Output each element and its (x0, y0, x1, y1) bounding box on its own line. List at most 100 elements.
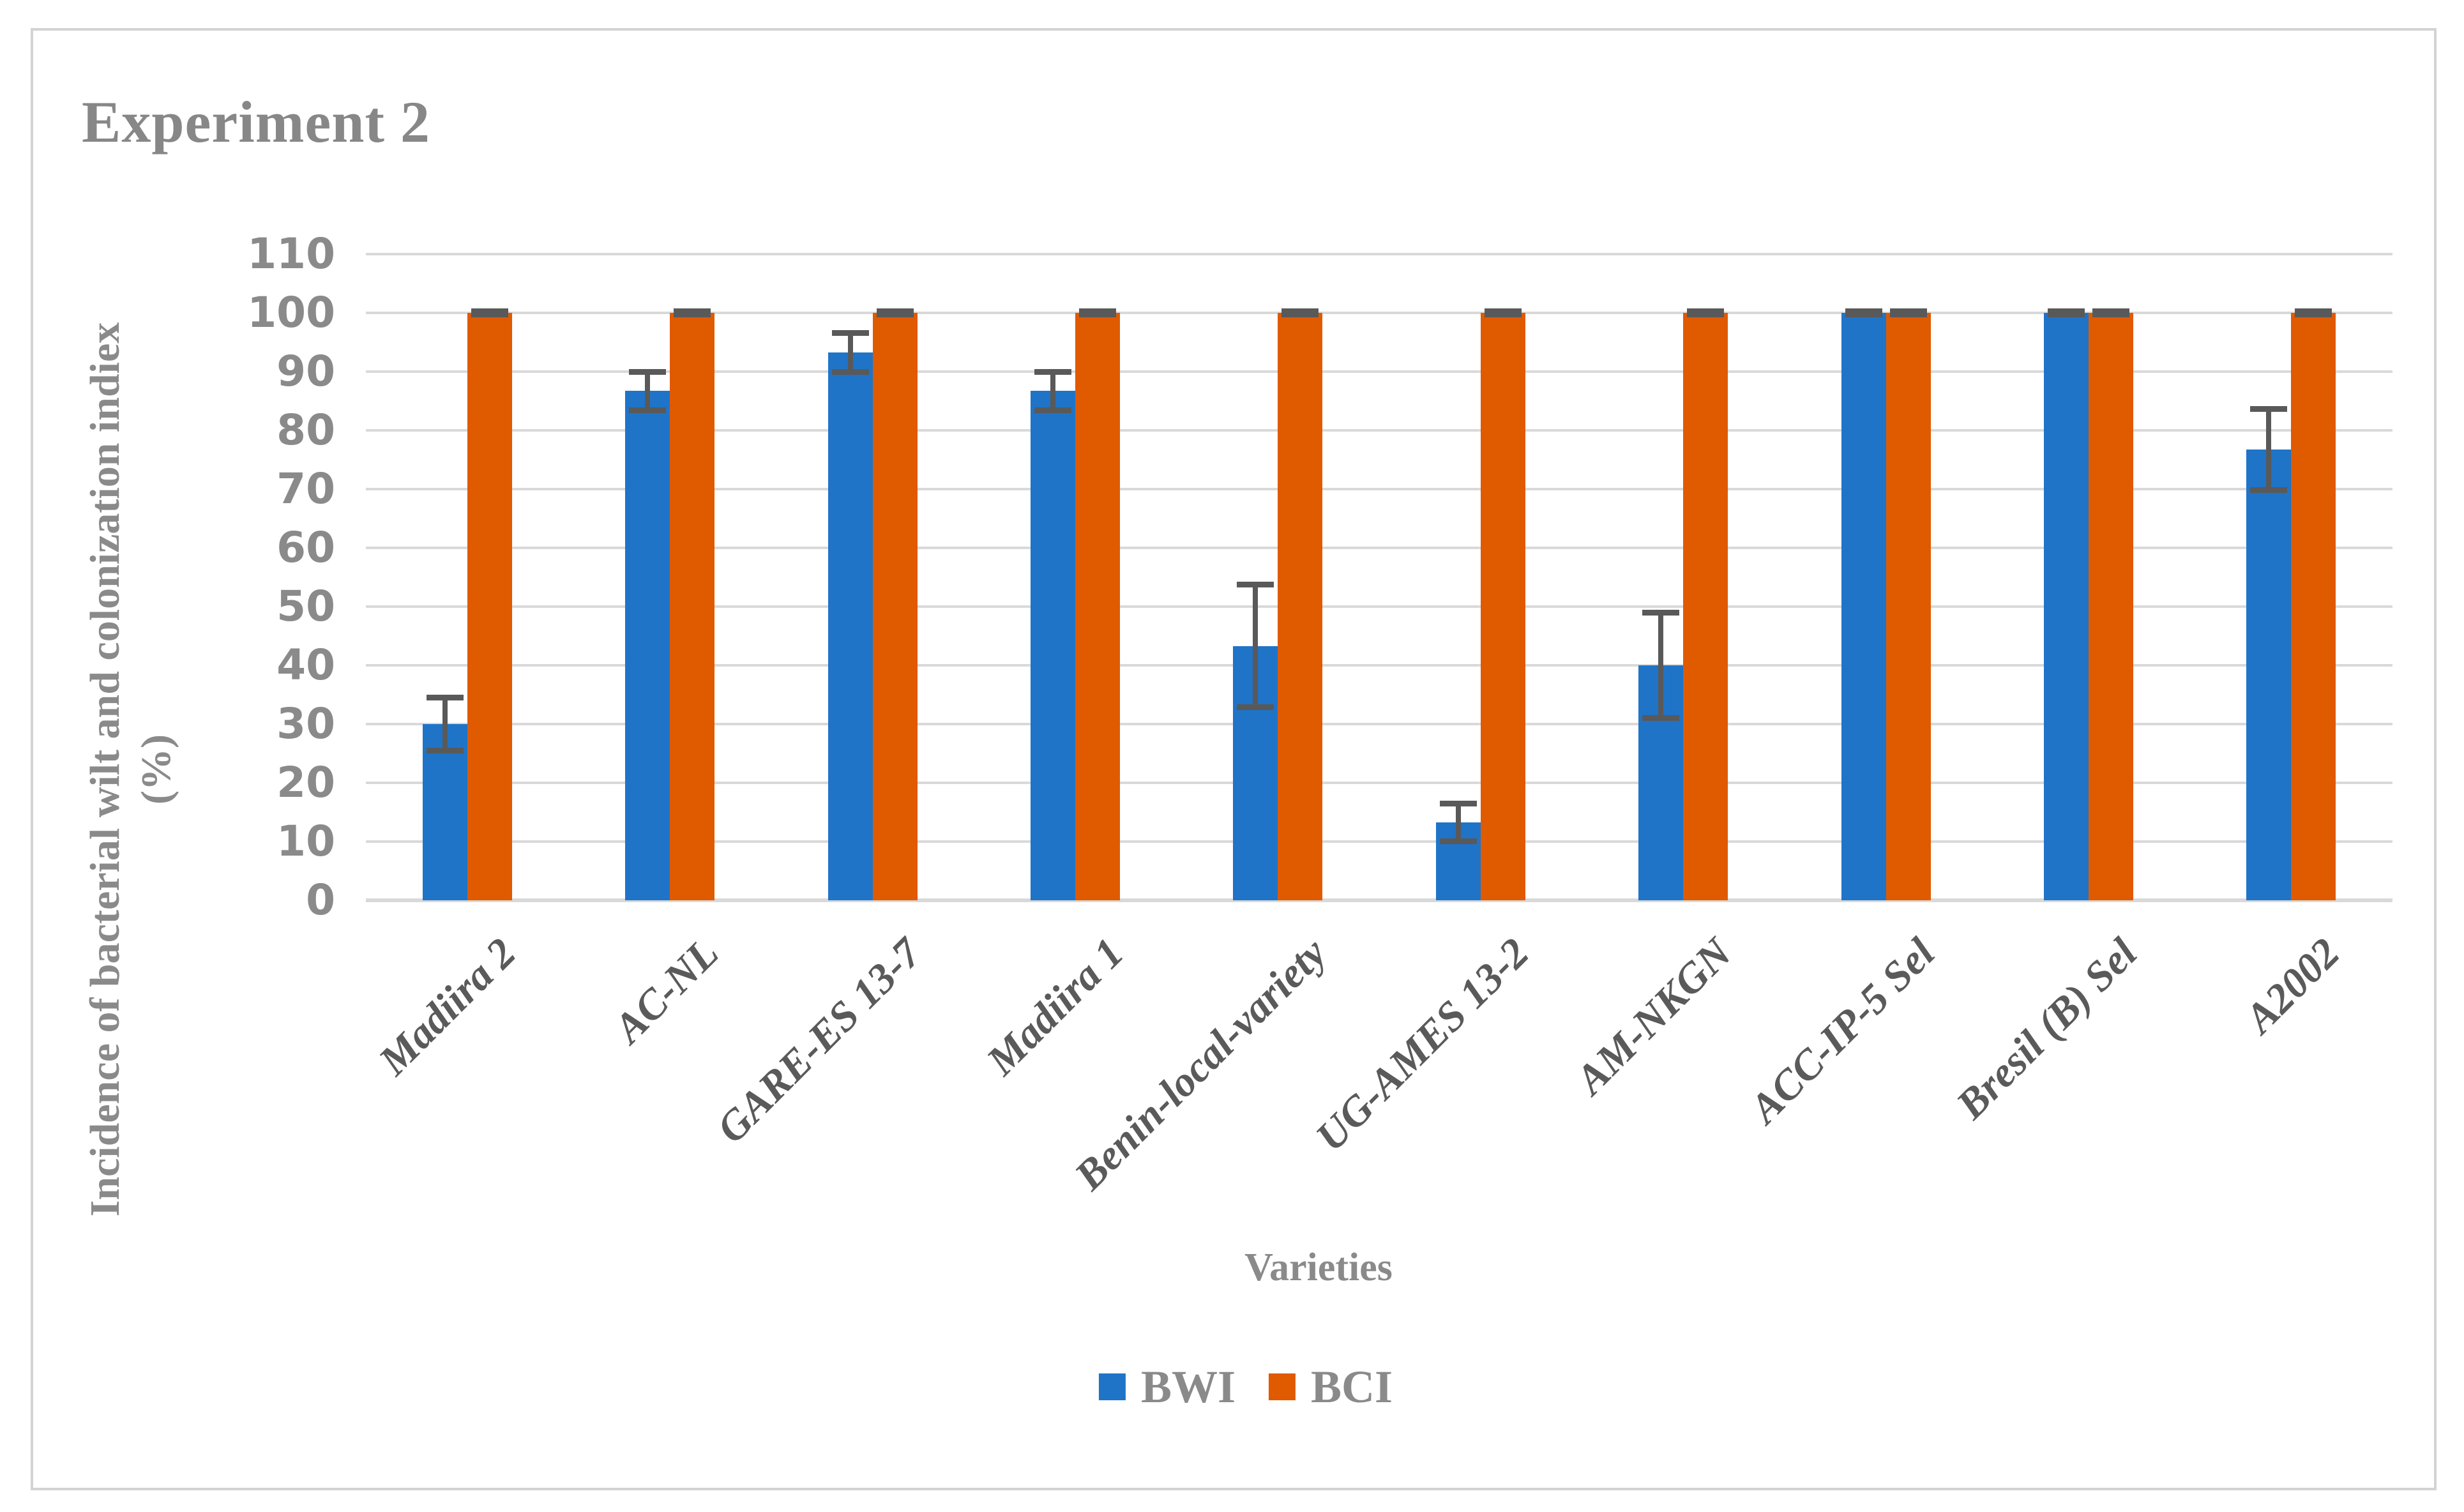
gridline (366, 429, 2392, 432)
y-tick-label: 40 (276, 640, 335, 690)
y-axis-title-unit: (%) (133, 734, 179, 805)
error-bar-cap (2250, 406, 2288, 412)
y-tick-label: 100 (247, 288, 335, 337)
bci-bar (670, 313, 715, 900)
bwi-bar (1030, 391, 1075, 900)
error-bar-cap (471, 312, 508, 318)
legend-swatch-bwi (1098, 1373, 1126, 1400)
y-tick-label: 30 (276, 699, 335, 748)
error-bar-cap (629, 368, 667, 375)
error-bar-cap (1237, 582, 1274, 588)
error-bar-cap (876, 308, 914, 314)
legend: BWI BCI (1098, 1361, 1393, 1412)
error-bar (1050, 372, 1055, 411)
bci-bar (2291, 313, 2336, 900)
y-axis-tick-labels: 0 10 20 30 40 50 60 70 80 90 100 110 (179, 230, 335, 925)
error-bar-cap (1484, 312, 1522, 318)
error-bar-cap (629, 407, 667, 414)
legend-item-bci: BCI (1269, 1364, 1393, 1410)
gridline (366, 370, 2392, 373)
x-axis-title: Varieties (1244, 1246, 1393, 1289)
bci-bar (2088, 313, 2133, 900)
bci-bar (872, 313, 918, 900)
gridline (366, 312, 2392, 314)
y-tick-label: 60 (276, 523, 335, 572)
bci-bar (1075, 313, 1120, 900)
gridline (366, 605, 2392, 608)
error-bar (2266, 409, 2272, 490)
legend-swatch-bci (1269, 1373, 1296, 1400)
error-bar-cap (1078, 312, 1116, 318)
error-bar-cap (1078, 308, 1116, 314)
gridline (366, 488, 2392, 490)
gridline (366, 664, 2392, 667)
legend-label: BWI (1140, 1361, 1236, 1412)
error-bar (442, 697, 448, 751)
error-bar (1253, 584, 1258, 707)
error-bar-cap (2295, 308, 2332, 314)
y-tick-label: 80 (276, 405, 335, 455)
error-bar-cap (1889, 312, 1927, 318)
error-bar-cap (674, 312, 711, 318)
plot-area (366, 253, 2392, 902)
bwi-bar (2246, 450, 2292, 900)
error-bar-cap (471, 308, 508, 314)
error-bar-cap (1034, 368, 1071, 375)
bci-bar (1480, 313, 1525, 900)
legend-label: BCI (1311, 1361, 1393, 1412)
bwi-bar (1841, 313, 1886, 900)
error-bar-cap (2047, 308, 2085, 314)
bci-bar (1683, 313, 1728, 900)
error-bar (1658, 612, 1664, 718)
y-tick-label: 50 (276, 582, 335, 631)
bci-bar (1278, 313, 1323, 900)
error-bar-cap (2295, 312, 2332, 318)
y-axis-title: Incidence of bacterial wilt and coloniza… (80, 163, 182, 1376)
error-bar-cap (426, 747, 464, 753)
bci-bar (1886, 313, 1931, 900)
legend-item-bwi: BWI (1098, 1361, 1236, 1412)
error-bar-cap (1237, 704, 1274, 710)
error-bar-cap (2047, 312, 2085, 318)
error-bar-cap (2250, 487, 2288, 494)
error-bar-cap (1439, 800, 1477, 806)
error-bar-cap (831, 329, 869, 336)
error-bar-cap (1281, 312, 1319, 318)
gridline (366, 782, 2392, 784)
error-bar-cap (1439, 838, 1477, 844)
y-tick-label: 20 (276, 758, 335, 807)
error-bar-cap (426, 695, 464, 701)
y-tick-label: 90 (276, 347, 335, 396)
error-bar-cap (1845, 308, 1882, 314)
error-bar-cap (2092, 312, 2129, 318)
error-bar-cap (1687, 308, 1725, 314)
error-bar-cap (2092, 308, 2129, 314)
error-bar-cap (876, 312, 914, 318)
bwi-bar (2043, 313, 2089, 900)
bwi-bar (422, 724, 467, 900)
gridline (366, 547, 2392, 549)
y-tick-label: 0 (306, 875, 335, 925)
error-bar-cap (831, 368, 869, 375)
y-axis-title-text: Incidence of bacterial wilt and coloniza… (82, 322, 128, 1217)
gridline (366, 723, 2392, 725)
error-bar (645, 372, 651, 411)
bwi-bar (828, 352, 873, 900)
error-bar-cap (1687, 312, 1725, 318)
y-tick-label: 110 (247, 229, 335, 278)
gridline (366, 898, 2392, 902)
gridline (366, 840, 2392, 843)
gridline (366, 253, 2392, 255)
error-bar (1455, 803, 1461, 842)
y-tick-label: 10 (276, 817, 335, 866)
error-bar-cap (1642, 715, 1680, 722)
error-bar-cap (1889, 308, 1927, 314)
error-bar-cap (1845, 312, 1882, 318)
error-bar-cap (1642, 609, 1680, 616)
error-bar-cap (1484, 308, 1522, 314)
error-bar-cap (1034, 407, 1071, 414)
error-bar (847, 333, 853, 372)
error-bar-cap (674, 308, 711, 314)
bwi-bar (625, 391, 670, 900)
